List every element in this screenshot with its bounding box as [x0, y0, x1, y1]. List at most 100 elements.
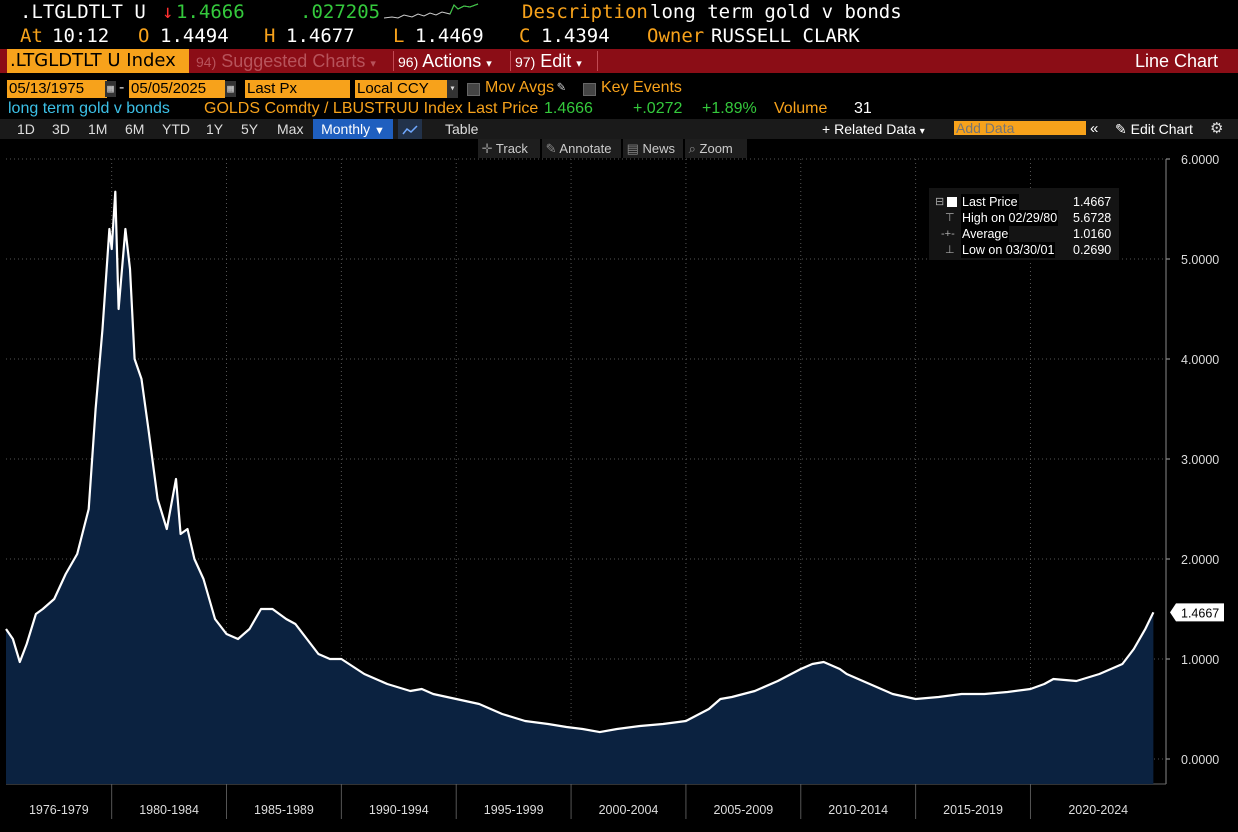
white-swatch-icon	[947, 197, 957, 207]
chart-legend[interactable]: ⊟ Last Price 1.4667 ⊤ High on 02/29/80 5…	[929, 188, 1119, 260]
gear-icon[interactable]: ⚙	[1210, 120, 1224, 137]
ticker[interactable]: .LTGLDTLT U	[20, 1, 146, 23]
x-tick-label: 2005-2009	[713, 803, 773, 817]
frequency-dropdown[interactable]: Monthly ▼	[313, 119, 393, 139]
x-tick-label: 1995-1999	[484, 803, 544, 817]
x-tick-label: 1980-1984	[139, 803, 199, 817]
low-marker-icon: ⊥	[945, 244, 955, 256]
open-value: 1.4494	[160, 25, 229, 47]
y-tick-label: 3.0000	[1181, 453, 1219, 467]
actions-number: 96)	[398, 54, 419, 70]
y-tick-label: 5.0000	[1181, 253, 1219, 267]
legend-avg-value: 1.0160	[1073, 227, 1112, 241]
period-6m[interactable]: 6M	[125, 121, 145, 137]
edit-number: 97)	[515, 54, 536, 70]
end-date-input[interactable]: 05/05/2025	[129, 80, 225, 98]
period-1d[interactable]: 1D	[17, 121, 35, 137]
y-tick-label: 6.0000	[1181, 153, 1219, 167]
crosshair-icon: ✛	[478, 141, 493, 156]
period-1m[interactable]: 1M	[88, 121, 108, 137]
start-date-input[interactable]: 05/13/1975	[7, 80, 107, 98]
mov-avgs-label: Mov Avgs	[485, 79, 555, 96]
y-tick-label: 2.0000	[1181, 553, 1219, 567]
series-formula: GOLDS Comdty / LBUSTRUU Index Last Price	[204, 100, 539, 117]
key-events-checkbox[interactable]	[583, 83, 596, 96]
menu-bar: .LTGLDTLT U Index 94) Suggested Charts ▾…	[0, 49, 1238, 73]
pencil-icon[interactable]: ✎	[557, 79, 566, 95]
period-max[interactable]: Max	[277, 121, 304, 137]
legend-low-row: ⊥ Low on 03/30/01 0.2690	[929, 242, 1119, 258]
annotate-button[interactable]: ✎ Annotate	[542, 139, 621, 158]
info-line: long term gold v bonds GOLDS Comdty / LB…	[0, 99, 1238, 119]
zoom-button[interactable]: ⌕ Zoom	[685, 139, 747, 158]
legend-high-label: High on 02/29/80	[961, 210, 1059, 226]
info-last: 1.4666	[544, 100, 593, 117]
chart-type-label[interactable]: Line Chart	[1134, 51, 1218, 71]
legend-high-value: 5.6728	[1073, 211, 1112, 225]
area-fill	[6, 191, 1154, 784]
chevron-down-icon: ▼	[374, 125, 385, 137]
news-button[interactable]: ▤ News	[623, 139, 683, 158]
chevron-down-icon: ▾	[919, 126, 925, 137]
key-events-label: Key Events	[601, 79, 682, 96]
actions-button[interactable]: 96) Actions ▾	[398, 49, 508, 73]
collapse-icon[interactable]: «	[1090, 120, 1099, 137]
track-button[interactable]: ✛ Track	[478, 139, 540, 158]
volume-label: Volume	[774, 100, 828, 117]
divider	[510, 51, 511, 71]
average-marker-icon: -+-	[941, 228, 955, 240]
related-data-button[interactable]: + Related Data ▾	[822, 119, 925, 139]
suggested-label: Suggested Charts	[221, 51, 366, 71]
owner-value: RUSSELL CLARK	[711, 25, 860, 47]
high-value: 1.4677	[286, 25, 355, 47]
edit-chart-button[interactable]: ✎ Edit Chart	[1115, 119, 1193, 139]
table-button[interactable]: Table	[445, 121, 479, 137]
search-icon: ⌕	[685, 141, 696, 156]
period-5y[interactable]: 5Y	[241, 121, 259, 137]
legend-low-label: Low on 03/30/01	[961, 242, 1056, 258]
x-tick-label: 1976-1979	[29, 803, 89, 817]
index-tab[interactable]: .LTGLDTLT U Index	[7, 49, 189, 73]
line-chart[interactable]: 0.0000 1.0000 2.0000 3.0000 4.0000 5.0000 6.00…	[0, 139, 1238, 832]
period-ytd[interactable]: YTD	[162, 121, 190, 137]
description-value: long term gold v bonds	[650, 1, 902, 23]
calendar-icon[interactable]: ▦	[225, 81, 236, 97]
volume-value: 31	[854, 100, 872, 117]
sparkline-icon	[384, 3, 479, 19]
calendar-icon[interactable]: ▦	[105, 81, 116, 97]
info-change: +.0272	[633, 100, 683, 117]
suggested-charts-button[interactable]: 94) Suggested Charts ▾	[196, 49, 392, 73]
news-icon: ▤	[623, 141, 639, 156]
line-chart-icon[interactable]	[398, 119, 422, 139]
period-3d[interactable]: 3D	[52, 121, 70, 137]
currency-select[interactable]: Local CCY	[355, 80, 449, 98]
edit-button[interactable]: 97) Edit ▾	[515, 49, 595, 73]
open-label: O	[138, 25, 150, 47]
field-select[interactable]: Last Px	[245, 80, 350, 98]
high-label: H	[264, 25, 276, 47]
date-dash: -	[119, 79, 125, 96]
y-tick-label: 0.0000	[1181, 753, 1219, 767]
low-label: L	[393, 25, 405, 47]
low-value: 1.4469	[415, 25, 484, 47]
legend-last-row: ⊟ Last Price 1.4667	[929, 194, 1119, 210]
series-name: long term gold v bonds	[8, 100, 170, 117]
description-label: Description	[522, 1, 648, 23]
chart-tools: ✛ Track ✎ Annotate ▤ News ⌕ Zoom	[0, 139, 1238, 159]
suggested-number: 94)	[196, 54, 217, 70]
expand-icon[interactable]: ⊟	[935, 196, 945, 208]
last-price: 1.4666	[176, 1, 245, 23]
related-data-label: Related Data	[834, 121, 916, 137]
mov-avgs-checkbox[interactable]	[467, 83, 480, 96]
edit-label: Edit	[540, 51, 572, 71]
track-label: Track	[495, 141, 528, 156]
change-value: .027205	[300, 1, 381, 23]
close-value: 1.4394	[541, 25, 610, 47]
y-tick-label: 1.0000	[1181, 653, 1219, 667]
period-1y[interactable]: 1Y	[206, 121, 224, 137]
chevron-down-icon[interactable]: ▾	[447, 80, 458, 98]
x-tick-label: 2010-2014	[828, 803, 888, 817]
chevron-down-icon: ▾	[486, 58, 492, 70]
add-data-input[interactable]	[954, 121, 1086, 135]
divider	[597, 51, 598, 71]
